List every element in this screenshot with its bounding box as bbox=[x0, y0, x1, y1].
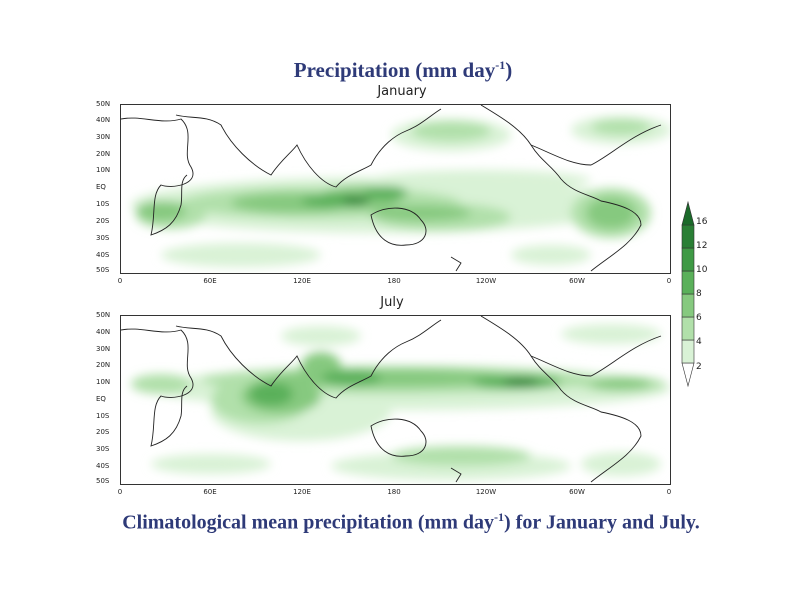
january-precip-field bbox=[131, 116, 670, 267]
colorbar-label: 16 bbox=[696, 217, 708, 227]
lon-label: 120W bbox=[475, 488, 497, 496]
lat-label: 10N bbox=[96, 378, 111, 386]
lat-label: EQ bbox=[96, 183, 106, 191]
lat-label: 30S bbox=[96, 445, 110, 453]
panel-title-july: July bbox=[380, 295, 404, 310]
colorbar-label: 2 bbox=[696, 362, 702, 372]
colorbar-swatch bbox=[681, 293, 695, 318]
lon-label: 0 bbox=[117, 277, 123, 285]
lon-label: 180 bbox=[387, 277, 401, 285]
lat-label: 50S bbox=[96, 477, 110, 485]
lat-label: 40N bbox=[96, 116, 111, 124]
lon-label: 60E bbox=[203, 488, 217, 496]
lat-label: EQ bbox=[96, 395, 106, 403]
lon-label: 0 bbox=[117, 488, 123, 496]
lon-label: 120E bbox=[293, 277, 311, 285]
lat-label: 40S bbox=[96, 462, 110, 470]
colorbar-label: 12 bbox=[696, 241, 708, 251]
lon-label: 60W bbox=[569, 277, 585, 285]
title-superscript: -1 bbox=[495, 58, 506, 72]
lon-label: 180 bbox=[387, 488, 401, 496]
lat-label: 30N bbox=[96, 345, 111, 353]
colorbar bbox=[681, 200, 695, 388]
slide-title: Precipitation (mm day-1) bbox=[0, 58, 794, 83]
lat-label: 40N bbox=[96, 328, 111, 336]
lat-label: 30N bbox=[96, 133, 111, 141]
colorbar-swatch bbox=[681, 200, 695, 226]
colorbar-swatch bbox=[681, 270, 695, 295]
lat-label: 20S bbox=[96, 217, 110, 225]
lon-label: 120W bbox=[475, 277, 497, 285]
panel-title-january: January bbox=[377, 84, 427, 99]
lat-label: 30S bbox=[96, 234, 110, 242]
july-coastlines bbox=[121, 316, 662, 483]
colorbar-swatch bbox=[681, 339, 695, 364]
july-precip-field bbox=[131, 324, 670, 480]
caption-text: Climatological mean precipitation (mm da… bbox=[122, 511, 495, 534]
lat-label: 50N bbox=[96, 311, 111, 319]
lat-label: 20N bbox=[96, 361, 111, 369]
lat-label: 10N bbox=[96, 166, 111, 174]
lat-label: 50S bbox=[96, 266, 110, 274]
july-map-graphic bbox=[121, 316, 670, 483]
lat-label: 20S bbox=[96, 428, 110, 436]
figure-caption: Climatological mean precipitation (mm da… bbox=[0, 510, 794, 535]
lat-label: 40S bbox=[96, 251, 110, 259]
lon-label: 120E bbox=[293, 488, 311, 496]
january-precipitation-map bbox=[120, 104, 671, 274]
january-map-graphic bbox=[121, 105, 670, 272]
colorbar-swatch bbox=[681, 247, 695, 272]
colorbar-label: 10 bbox=[696, 265, 708, 275]
july-precipitation-map bbox=[120, 315, 671, 485]
lon-label: 60E bbox=[203, 277, 217, 285]
lon-label: 0 bbox=[666, 277, 672, 285]
lat-label: 50N bbox=[96, 100, 111, 108]
january-coastlines bbox=[121, 105, 662, 272]
caption-rest: ) for January and July. bbox=[504, 511, 700, 534]
colorbar-label: 6 bbox=[696, 313, 702, 323]
lon-label: 0 bbox=[666, 488, 672, 496]
title-close: ) bbox=[505, 58, 513, 82]
colorbar-swatch bbox=[681, 316, 695, 341]
lon-label: 60W bbox=[569, 488, 585, 496]
lat-label: 10S bbox=[96, 412, 110, 420]
lat-label: 10S bbox=[96, 200, 110, 208]
title-text: Precipitation (mm day bbox=[293, 58, 496, 82]
caption-superscript: -1 bbox=[494, 510, 505, 524]
colorbar-swatch bbox=[681, 362, 695, 388]
lat-label: 20N bbox=[96, 150, 111, 158]
colorbar-label: 8 bbox=[696, 289, 702, 299]
colorbar-label: 4 bbox=[696, 337, 702, 347]
colorbar-swatch bbox=[681, 224, 695, 249]
